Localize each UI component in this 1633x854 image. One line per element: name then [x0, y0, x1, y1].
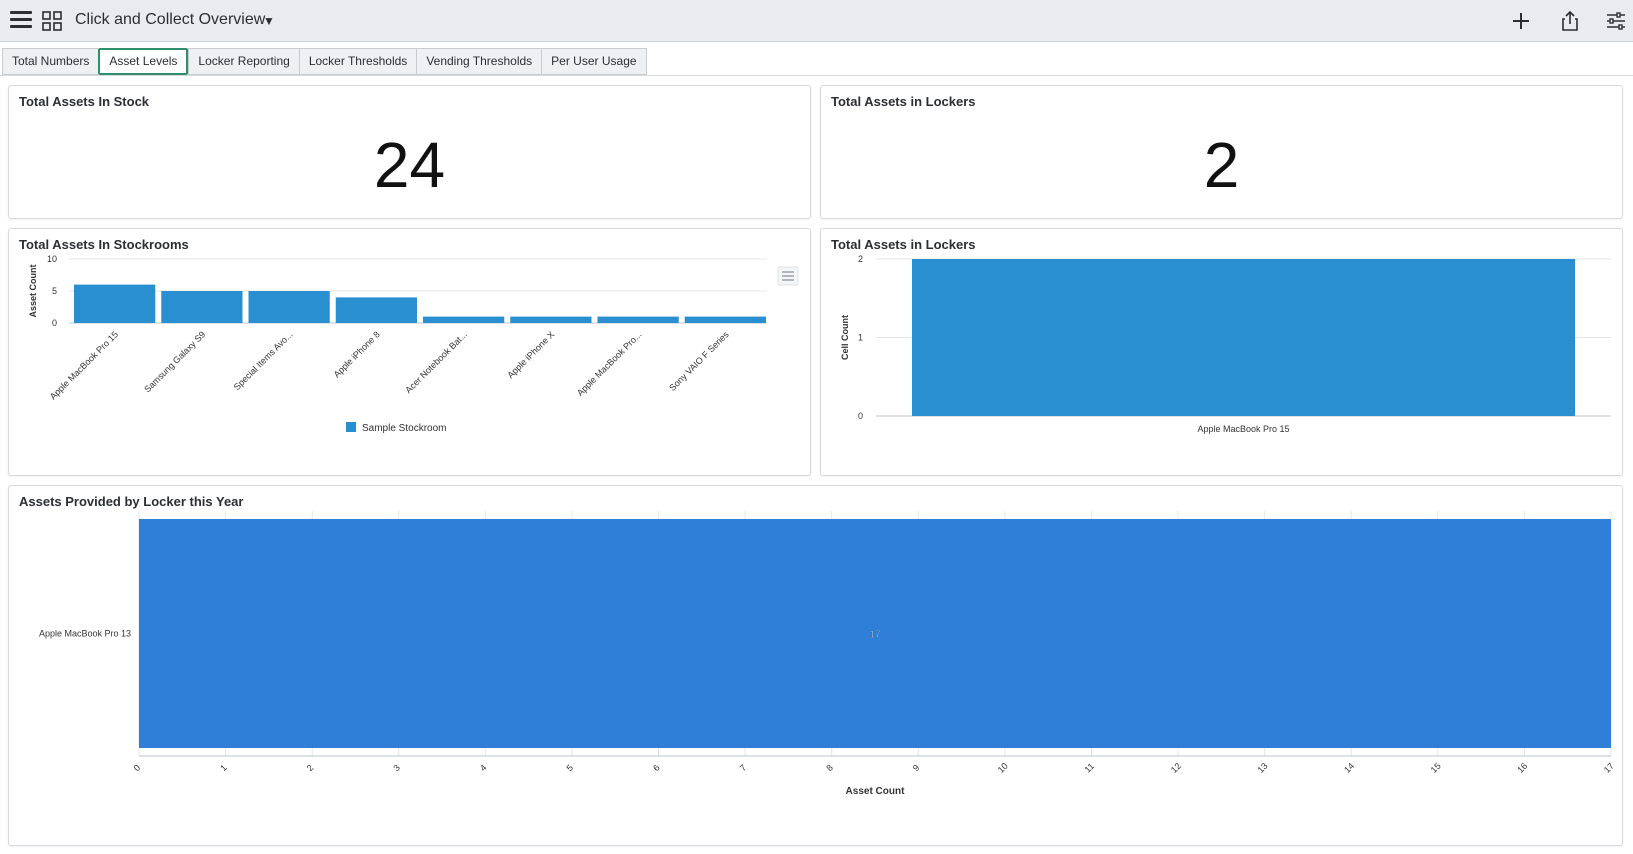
- x-tick-label: 9: [911, 763, 922, 774]
- locker-count-value[interactable]: 2: [1203, 129, 1240, 201]
- tab-locker-reporting[interactable]: Locker Reporting: [188, 48, 299, 75]
- x-tick-label: 12: [1169, 761, 1183, 775]
- x-tick-label: 14: [1342, 761, 1356, 775]
- y-tick-label: 0: [858, 411, 863, 421]
- y-tick-label: 2: [858, 254, 863, 264]
- tab-asset-levels[interactable]: Asset Levels: [98, 48, 189, 75]
- x-tick-label: 0: [132, 763, 143, 774]
- x-tick-label: 3: [391, 763, 402, 774]
- lockers-chart-widget: Total Assets in Lockers 0 1 2 Cell Count App…: [820, 228, 1623, 476]
- x-tick-label: 1: [218, 763, 229, 774]
- bar-stockroom-7[interactable]: [684, 316, 766, 323]
- data-label: 17: [869, 630, 881, 641]
- x-tick-label: Samsung Galaxy S9: [142, 329, 207, 394]
- bar-stockroom-6[interactable]: [597, 316, 679, 323]
- widget-title: Total Assets In Stock: [19, 94, 150, 109]
- legend-label: Sample Stockroom: [362, 423, 446, 434]
- widget-title: Total Assets In Stockrooms: [19, 237, 189, 252]
- x-tick-label: Sony VAIO F Series: [667, 329, 731, 393]
- x-tick-label: Apple MacBook Pro...: [575, 329, 644, 398]
- share-icon[interactable]: [1558, 9, 1582, 33]
- x-tick-label: 6: [651, 763, 662, 774]
- bar-stockroom-4[interactable]: [423, 316, 505, 323]
- x-tick-label: Special Items Avo...: [232, 329, 295, 392]
- x-tick-label: Apple MacBook Pro 15: [48, 329, 120, 401]
- tab-total-numbers[interactable]: Total Numbers: [2, 48, 99, 75]
- dashboard-title[interactable]: Click and Collect Overview: [75, 11, 266, 28]
- locker-count-widget: Total Assets in Lockers 2: [820, 85, 1623, 219]
- y-tick-label: 1: [858, 333, 863, 343]
- y-tick-label: Apple MacBook Pro 13: [39, 629, 131, 639]
- bar-stockroom-5[interactable]: [510, 316, 592, 323]
- x-tick-label: Apple iPhone X: [505, 329, 556, 380]
- x-tick-label: 17: [1602, 761, 1616, 775]
- widget-title: Total Assets in Lockers: [831, 94, 976, 109]
- tab-locker-thresholds[interactable]: Locker Thresholds: [298, 48, 417, 75]
- tabs-divider: [0, 75, 1633, 76]
- y-axis-label: Cell Count: [840, 315, 850, 360]
- widget-title: Assets Provided by Locker this Year: [19, 494, 244, 509]
- chart-legend[interactable]: Sample Stockroom: [346, 422, 446, 434]
- filter-settings-icon[interactable]: [1604, 9, 1628, 33]
- x-tick-label: 5: [565, 763, 576, 774]
- chart-context-menu-icon[interactable]: [777, 266, 799, 286]
- chevron-down-icon[interactable]: ▼: [263, 14, 275, 28]
- y-tick-label: 0: [52, 318, 57, 328]
- x-tick-label: 16: [1515, 761, 1529, 775]
- stockrooms-bar-chart: 0 5 10 Asset Count Apple MacBook Pro 15 Samsu…: [28, 254, 799, 434]
- stockrooms-chart-widget: Total Assets In Stockrooms 0 5 10 Asset Cou…: [8, 228, 811, 476]
- y-tick-label: 10: [47, 254, 57, 264]
- bar-provided-0[interactable]: [139, 519, 1611, 748]
- x-tick-label: 15: [1429, 761, 1443, 775]
- lockers-bar-chart: 0 1 2 Cell Count Apple MacBook Pro 15: [840, 254, 1611, 434]
- x-tick-label: Apple iPhone 8: [332, 329, 382, 379]
- x-tick-label: 13: [1255, 761, 1269, 775]
- bar-locker-0[interactable]: [912, 259, 1575, 416]
- bar-stockroom-2[interactable]: [248, 291, 330, 323]
- stock-count-widget: Total Assets In Stock 24: [8, 85, 811, 219]
- add-icon[interactable]: [1509, 9, 1533, 33]
- x-axis-label: Asset Count: [846, 786, 906, 797]
- y-axis-label: Asset Count: [28, 264, 38, 317]
- widget-title: Total Assets in Lockers: [831, 237, 976, 252]
- legend-swatch: [346, 422, 356, 432]
- bar-stockroom-3[interactable]: [335, 297, 417, 323]
- x-tick-label: 8: [824, 763, 835, 774]
- x-tick-label: Acer Notebook Bat...: [403, 329, 469, 395]
- bar-stockroom-0[interactable]: [74, 284, 156, 323]
- x-tick-label: 2: [305, 763, 316, 774]
- x-tick-label: 7: [738, 763, 749, 774]
- hamburger-menu-icon[interactable]: [10, 11, 32, 31]
- y-tick-label: 5: [52, 286, 57, 296]
- x-tick-label: Apple MacBook Pro 15: [1197, 424, 1289, 434]
- stock-count-value[interactable]: 24: [373, 129, 446, 201]
- bar-stockroom-1[interactable]: [161, 291, 243, 323]
- dashboard-tabs: Total Numbers Asset Levels Locker Report…: [2, 48, 647, 75]
- x-tick-label: 11: [1083, 761, 1097, 775]
- tab-per-user-usage[interactable]: Per User Usage: [541, 48, 647, 75]
- x-tick-label: 10: [996, 761, 1010, 775]
- dashboard-grid-icon[interactable]: [42, 11, 62, 31]
- tab-vending-thresholds[interactable]: Vending Thresholds: [416, 48, 542, 75]
- top-bar: Click and Collect Overview ▼: [0, 0, 1633, 42]
- x-tick-label: 4: [478, 763, 489, 774]
